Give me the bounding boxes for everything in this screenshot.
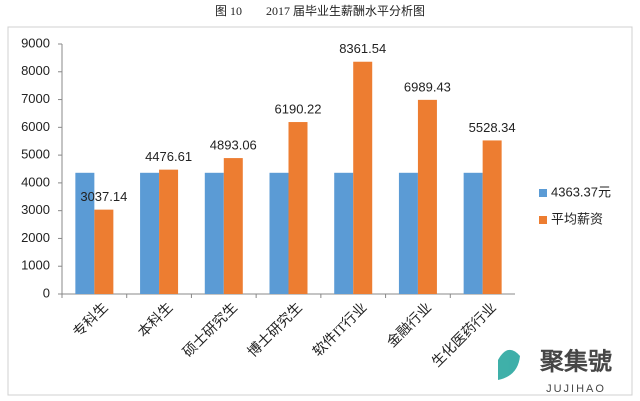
bar xyxy=(269,172,289,294)
value-label: 5528.34 xyxy=(469,120,516,135)
bar xyxy=(334,172,354,294)
bar xyxy=(288,122,308,295)
y-tick-label: 4000 xyxy=(21,174,50,189)
legend-label: 平均薪资 xyxy=(551,211,603,226)
value-label: 6190.22 xyxy=(275,101,322,116)
value-label: 8361.54 xyxy=(339,41,386,56)
bar xyxy=(75,172,95,294)
y-tick-label: 1000 xyxy=(21,258,50,273)
bar xyxy=(223,158,243,294)
watermark-subtext: JUJIHAO xyxy=(546,383,606,395)
bar xyxy=(159,169,179,294)
y-tick-label: 9000 xyxy=(21,35,50,50)
watermark-logo xyxy=(498,349,520,380)
bar xyxy=(463,172,483,294)
legend-swatch xyxy=(539,189,547,197)
y-tick-label: 5000 xyxy=(21,147,50,162)
bar xyxy=(353,61,373,294)
value-label: 4893.06 xyxy=(210,138,257,153)
y-tick-label: 7000 xyxy=(21,91,50,106)
bar xyxy=(482,140,502,294)
bar xyxy=(94,209,114,294)
y-tick-label: 8000 xyxy=(21,63,50,78)
y-tick-label: 2000 xyxy=(21,230,50,245)
value-label: 4476.61 xyxy=(145,149,192,164)
chart-title: 图 10 2017 届毕业生薪酬水平分析图 xyxy=(215,4,425,18)
bar xyxy=(204,172,224,294)
y-tick-label: 3000 xyxy=(21,202,50,217)
value-label: 6989.43 xyxy=(404,79,451,94)
value-label: 3037.14 xyxy=(80,189,127,204)
bar xyxy=(417,99,437,294)
watermark-text: 聚集號 xyxy=(539,347,612,375)
legend-swatch xyxy=(539,216,547,224)
y-tick-label: 0 xyxy=(43,285,50,300)
bar xyxy=(398,172,418,294)
watermark: 聚集號 JUJIHAO xyxy=(498,347,612,395)
y-tick-label: 6000 xyxy=(21,119,50,134)
bar xyxy=(140,172,160,294)
legend-label: 4363.37元 xyxy=(551,184,611,199)
